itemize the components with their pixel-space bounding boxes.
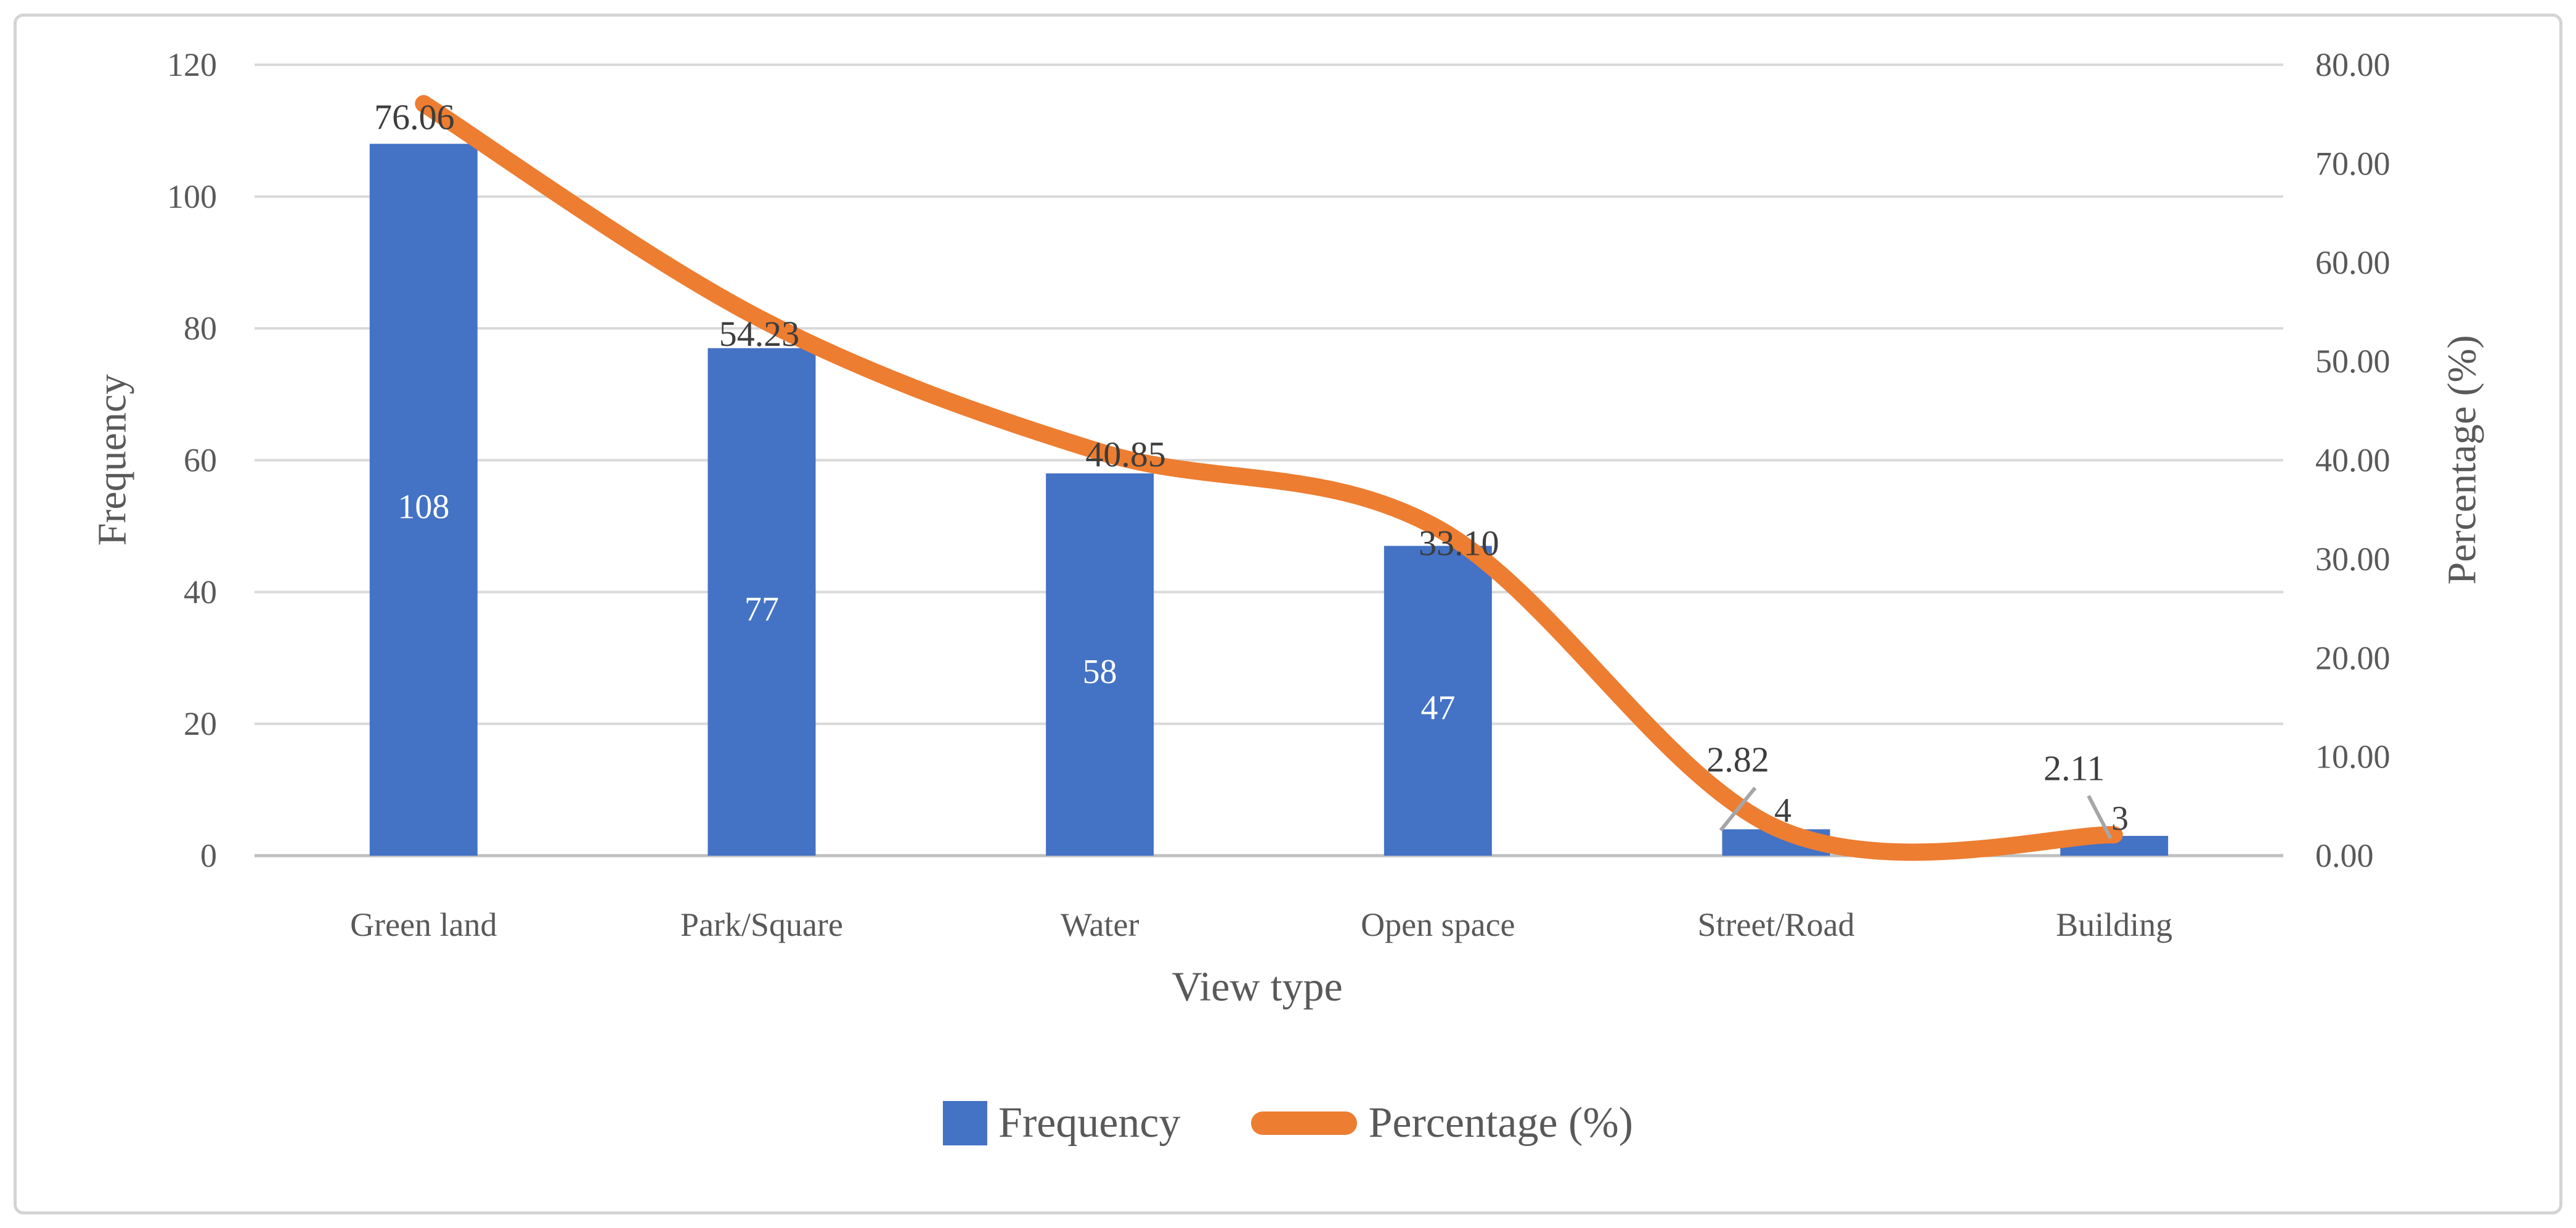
percentage-data-label: 2.82: [1706, 739, 1769, 779]
frequency-bar-swatch-icon: [943, 1101, 988, 1145]
legend-item-percentage: Percentage (%): [1251, 1099, 1633, 1148]
y-right-tick-label: 50.00: [2315, 343, 2391, 380]
x-category-label: Water: [1061, 906, 1139, 943]
y-right-axis-title: Percentage (%): [2440, 335, 2485, 585]
percentage-data-label: 76.06: [374, 97, 455, 137]
frequency-data-label: 108: [397, 488, 449, 526]
y-left-tick-label: 20: [184, 705, 217, 742]
x-category-label: Green land: [350, 906, 497, 943]
x-category-label: Park/Square: [680, 906, 843, 943]
percentage-data-label: 33.10: [1419, 523, 1499, 563]
frequency-bar: [707, 348, 816, 856]
y-left-tick-label: 80: [184, 310, 217, 347]
frequency-bar: [1384, 546, 1492, 856]
y-right-tick-label: 60.00: [2315, 244, 2391, 281]
y-right-tick-label: 70.00: [2315, 145, 2391, 182]
line-series-group: [415, 95, 2123, 861]
y-left-tick-label: 0: [200, 837, 217, 874]
gridlines-group: [255, 63, 2283, 858]
y-left-tick-label: 100: [167, 178, 217, 215]
frequency-bar: [1046, 473, 1154, 856]
x-category-label: Street/Road: [1698, 906, 1855, 943]
frequency-data-label: 47: [1420, 689, 1455, 727]
legend-label-frequency: Frequency: [998, 1099, 1181, 1147]
frequency-data-label: 3: [2111, 800, 2129, 838]
data-label-leader-line: [1719, 787, 1757, 832]
y-left-tick-label: 40: [184, 573, 217, 610]
y-right-tick-label: 40.00: [2315, 442, 2391, 479]
percentage-line: [415, 95, 2123, 861]
y-left-axis-title: Frequency: [90, 374, 135, 546]
frequency-data-label: 58: [1083, 653, 1117, 691]
y-right-tick-label: 20.00: [2315, 639, 2391, 676]
axis-ticks-group: 12010080604020080.0070.0060.0050.0040.00…: [167, 46, 2391, 943]
data-label-leader-line: [2087, 795, 2113, 840]
percentage-data-label: 40.85: [1085, 434, 1166, 474]
data-labels-group: 108 77 58 47 4 3 76.06 54.23 40.85 33.10 2.82 2.11: [374, 97, 2129, 840]
percentage-line-swatch-icon: [1251, 1111, 1358, 1135]
bars-group: [369, 144, 2169, 856]
x-category-label: Open space: [1361, 906, 1515, 943]
y-left-tick-label: 120: [167, 46, 217, 83]
legend: Frequency Percentage (%): [0, 1099, 2576, 1148]
y-right-tick-label: 0.00: [2315, 837, 2374, 874]
y-right-tick-label: 30.00: [2315, 541, 2391, 578]
y-right-tick-label: 10.00: [2315, 739, 2391, 776]
frequency-data-label: 77: [744, 590, 779, 628]
frequency-bar: [369, 144, 478, 856]
x-category-label: Building: [2056, 906, 2172, 943]
y-right-tick-label: 80.00: [2315, 46, 2391, 83]
legend-item-frequency: Frequency: [943, 1099, 1180, 1148]
percentage-data-label: 2.11: [2044, 748, 2105, 788]
y-left-tick-label: 60: [184, 442, 217, 479]
legend-label-percentage: Percentage (%): [1368, 1099, 1633, 1147]
frequency-data-label: 4: [1774, 792, 1791, 830]
percentage-data-label: 54.23: [719, 314, 800, 354]
x-axis-title: View type: [1172, 963, 1342, 1010]
